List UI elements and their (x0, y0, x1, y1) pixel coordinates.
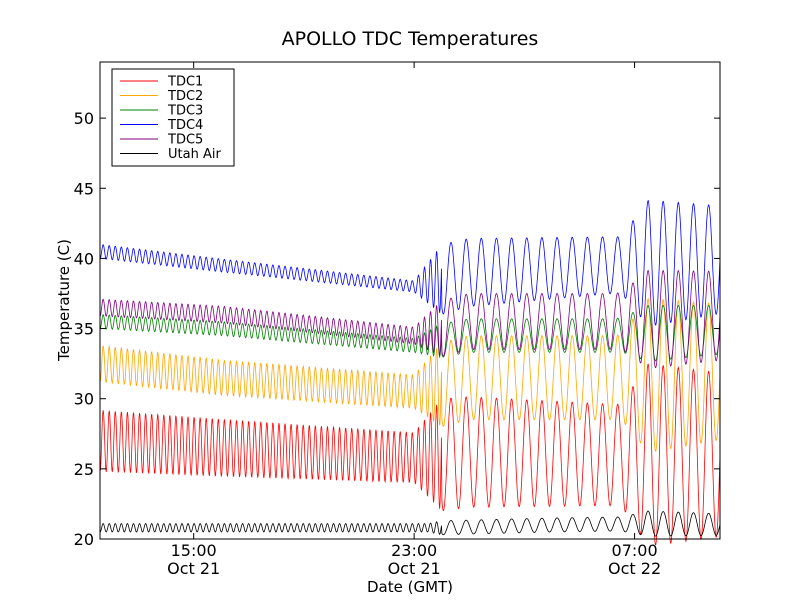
chart-title: APOLLO TDC Temperatures (282, 28, 539, 50)
legend-label-tdc4: TDC4 (167, 118, 203, 133)
y-tick-label: 25 (74, 460, 94, 479)
series-line-tdc5 (99, 269, 721, 368)
y-tick-label: 50 (74, 109, 94, 128)
y-tick-label: 35 (74, 320, 94, 339)
x-tick-label-date: Oct 22 (608, 559, 661, 578)
x-tick-label-time: 23:00 (391, 541, 437, 560)
x-axis-title: Date (GMT) (367, 578, 453, 596)
legend-label-utah-air: Utah Air (168, 147, 221, 162)
series-line-utah-air (99, 510, 721, 537)
y-tick-label: 20 (74, 530, 94, 549)
plot-frame (99, 61, 721, 540)
series-layer (99, 199, 721, 546)
series-line-tdc3 (99, 304, 721, 362)
y-tick-label: 40 (74, 249, 94, 268)
legend-label-tdc3: TDC3 (167, 104, 203, 119)
y-tick-label: 30 (74, 390, 94, 409)
legend-box (111, 68, 235, 167)
y-tick-label: 45 (74, 179, 94, 198)
series-line-tdc4 (99, 199, 721, 326)
legend-label-tdc2: TDC2 (167, 89, 203, 104)
legend-label-tdc5: TDC5 (167, 133, 203, 148)
y-axis-title: Temperature (C) (55, 239, 73, 362)
x-tick-label-time: 15:00 (171, 541, 217, 560)
series-line-tdc2 (99, 298, 721, 452)
legend-label-tdc1: TDC1 (167, 75, 203, 90)
x-tick-label-time: 07:00 (612, 541, 658, 560)
series-line-tdc1 (99, 363, 721, 546)
x-tick-label-date: Oct 21 (388, 559, 441, 578)
x-tick-label-date: Oct 21 (167, 559, 220, 578)
